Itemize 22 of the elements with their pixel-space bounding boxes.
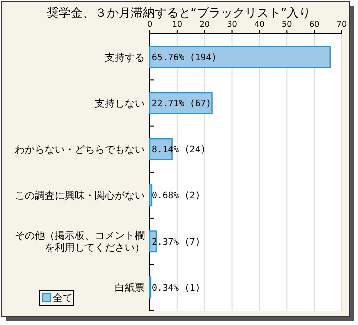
x-tick-label: 60 bbox=[309, 20, 320, 29]
y-tick-label: 支持しない bbox=[95, 98, 145, 110]
data-label: 65.76% (194) bbox=[152, 53, 218, 64]
y-tick-label: 支持する bbox=[105, 52, 145, 64]
x-tick-label: 10 bbox=[172, 20, 183, 29]
x-tick-label: 20 bbox=[200, 20, 210, 29]
x-tick-label: 70 bbox=[336, 20, 348, 29]
y-tick-label: その他（掲示板、コメント欄を利用してください） bbox=[15, 230, 145, 254]
x-tick-label: 0 bbox=[147, 20, 153, 29]
x-tick-label: 30 bbox=[227, 20, 238, 29]
chart-title: 奨学金、３か月滞納すると“ブラックリスト”入り bbox=[46, 6, 312, 20]
legend-label: 全て bbox=[53, 292, 73, 304]
x-tick-label: 50 bbox=[282, 20, 292, 29]
bar bbox=[149, 92, 213, 114]
data-label: 0.34% (1) bbox=[152, 284, 201, 294]
data-label: 22.71% (67) bbox=[152, 100, 212, 110]
y-tick-label: わからない・どちらでもない bbox=[15, 144, 145, 156]
bar bbox=[149, 46, 331, 68]
y-tick-label: 白紙票 bbox=[115, 282, 145, 294]
y-tick-label: この調査に興味・関心がない bbox=[15, 190, 145, 202]
data-label: 0.68% (2) bbox=[152, 192, 201, 202]
x-tick-label: 40 bbox=[254, 20, 265, 29]
